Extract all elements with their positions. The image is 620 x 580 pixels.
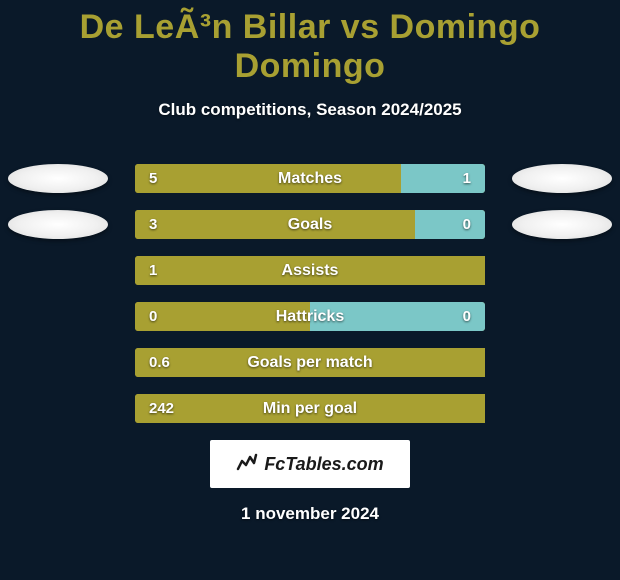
comparison-chart: De LeÃ³n Billar vs Domingo Domingo Club … xyxy=(0,0,620,524)
bar-fill-right xyxy=(401,164,485,193)
bar-fill-right xyxy=(310,302,485,331)
stat-value-left: 1 xyxy=(149,262,157,279)
avatar xyxy=(512,210,612,239)
stat-value-left: 0.6 xyxy=(149,354,170,371)
stat-row: 51Matches xyxy=(0,164,620,193)
stat-row: 0.6Goals per match xyxy=(0,348,620,377)
branding-box[interactable]: FcTables.com xyxy=(210,440,410,488)
stat-row: 1Assists xyxy=(0,256,620,285)
stat-bar: 51Matches xyxy=(135,164,485,193)
date-text: 1 november 2024 xyxy=(0,504,620,524)
page-subtitle: Club competitions, Season 2024/2025 xyxy=(0,100,620,120)
stat-row: 00Hattricks xyxy=(0,302,620,331)
bar-fill-left xyxy=(135,348,485,377)
stat-bar: 30Goals xyxy=(135,210,485,239)
stat-value-left: 0 xyxy=(149,308,157,325)
stat-value-left: 5 xyxy=(149,170,157,187)
stat-bar: 1Assists xyxy=(135,256,485,285)
bar-fill-right xyxy=(415,210,485,239)
stat-bar: 242Min per goal xyxy=(135,394,485,423)
bar-fill-left xyxy=(135,302,310,331)
bar-fill-left xyxy=(135,210,415,239)
branding-text: FcTables.com xyxy=(264,454,383,475)
branding-icon xyxy=(236,451,258,478)
stat-row: 242Min per goal xyxy=(0,394,620,423)
stat-value-left: 242 xyxy=(149,400,174,417)
stat-value-right: 0 xyxy=(463,308,471,325)
stat-row: 30Goals xyxy=(0,210,620,239)
stats-area: 51Matches30Goals1Assists00Hattricks0.6Go… xyxy=(0,164,620,423)
stat-bar: 0.6Goals per match xyxy=(135,348,485,377)
avatar xyxy=(8,164,108,193)
bar-fill-left xyxy=(135,394,485,423)
bar-fill-left xyxy=(135,164,401,193)
bar-fill-left xyxy=(135,256,485,285)
stat-value-left: 3 xyxy=(149,216,157,233)
stat-value-right: 1 xyxy=(463,170,471,187)
page-title: De LeÃ³n Billar vs Domingo Domingo xyxy=(0,8,620,86)
stat-bar: 00Hattricks xyxy=(135,302,485,331)
avatar xyxy=(8,210,108,239)
stat-value-right: 0 xyxy=(463,216,471,233)
avatar xyxy=(512,164,612,193)
